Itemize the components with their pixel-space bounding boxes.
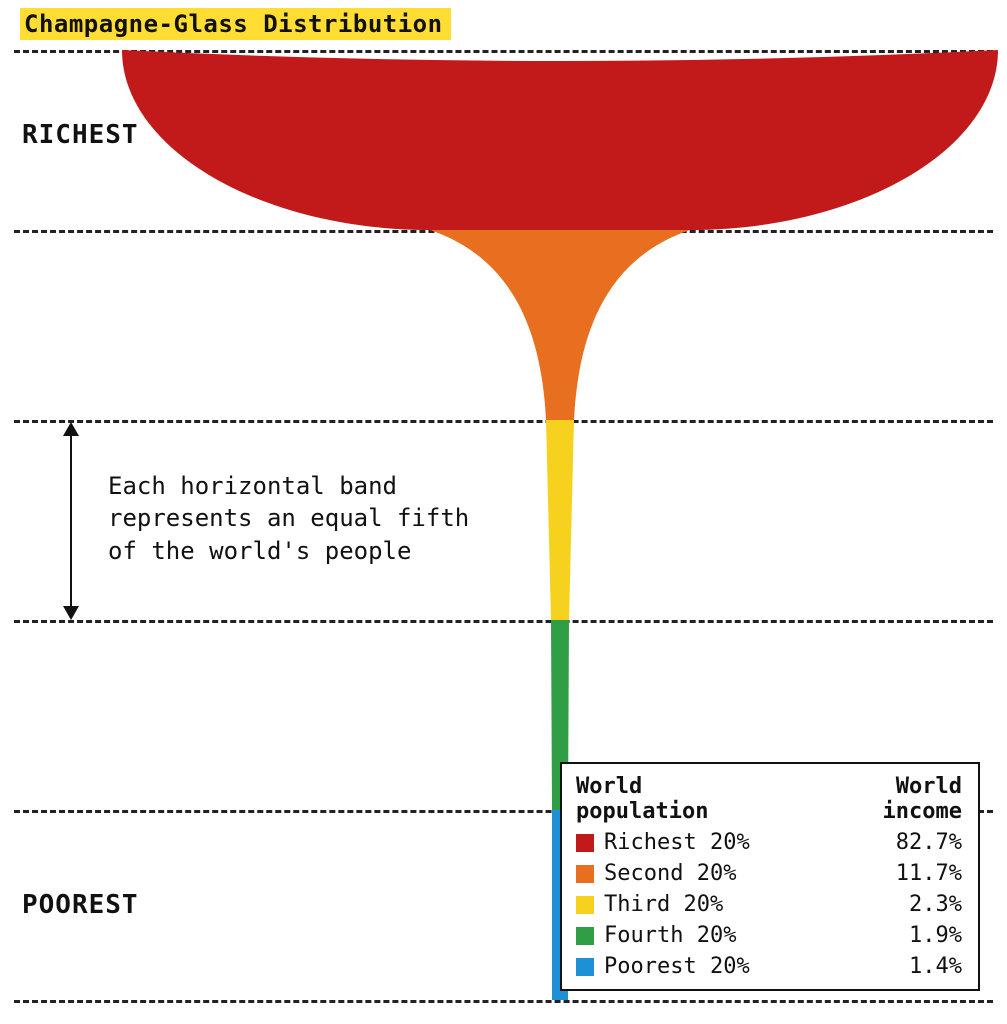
legend-header-left: Worldpopulation bbox=[576, 774, 708, 824]
legend-swatch bbox=[576, 896, 594, 914]
legend-label: Fourth 20% bbox=[604, 923, 736, 948]
glass-segment-second bbox=[430, 230, 690, 420]
legend-label: Richest 20% bbox=[604, 830, 750, 855]
band-arrow bbox=[70, 428, 72, 612]
legend-row: Fourth 20% 1.9% bbox=[576, 923, 962, 948]
legend-swatch bbox=[576, 865, 594, 883]
legend-row: Poorest 20% 1.4% bbox=[576, 954, 962, 979]
legend-row: Second 20% 11.7% bbox=[576, 861, 962, 886]
glass-segment-third bbox=[546, 420, 574, 620]
legend-label: Second 20% bbox=[604, 861, 736, 886]
legend-value: 1.9% bbox=[892, 923, 962, 948]
label-richest: RICHEST bbox=[22, 120, 139, 150]
legend-value: 2.3% bbox=[892, 892, 962, 917]
legend-swatch bbox=[576, 834, 594, 852]
band-arrow-head-up bbox=[63, 422, 79, 436]
legend-label: Third 20% bbox=[604, 892, 723, 917]
legend-row: Richest 20% 82.7% bbox=[576, 830, 962, 855]
legend-value: 82.7% bbox=[892, 830, 962, 855]
legend-value: 1.4% bbox=[892, 954, 962, 979]
label-poorest: POOREST bbox=[22, 890, 139, 920]
legend-value: 11.7% bbox=[892, 861, 962, 886]
legend-label: Poorest 20% bbox=[604, 954, 750, 979]
band-note: Each horizontal bandrepresents an equal … bbox=[108, 470, 508, 567]
band-arrow-head-down bbox=[63, 606, 79, 620]
glass-segment-richest bbox=[122, 50, 998, 230]
legend-swatch bbox=[576, 927, 594, 945]
legend-row: Third 20% 2.3% bbox=[576, 892, 962, 917]
legend: Worldpopulation Worldincome Richest 20% 8… bbox=[560, 762, 980, 991]
legend-swatch bbox=[576, 958, 594, 976]
legend-header-right: Worldincome bbox=[883, 774, 962, 824]
